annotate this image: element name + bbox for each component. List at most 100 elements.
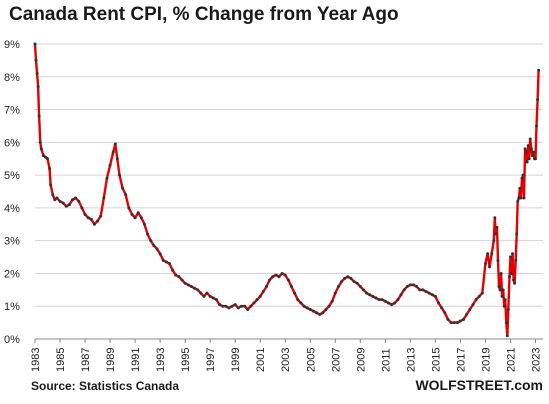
data-point bbox=[171, 268, 175, 272]
data-point bbox=[415, 285, 419, 289]
data-point bbox=[249, 304, 253, 308]
data-point bbox=[393, 301, 397, 305]
data-point bbox=[361, 288, 365, 292]
x-tick-label: 1993 bbox=[155, 348, 167, 372]
data-point bbox=[271, 275, 275, 279]
data-point bbox=[252, 301, 256, 305]
data-point bbox=[380, 298, 384, 302]
data-point bbox=[424, 289, 428, 293]
data-point bbox=[124, 193, 128, 197]
data-point bbox=[117, 173, 121, 177]
data-point bbox=[36, 85, 40, 89]
data-point bbox=[443, 311, 447, 315]
data-point bbox=[530, 153, 534, 157]
data-point bbox=[224, 304, 228, 308]
data-point bbox=[440, 306, 444, 310]
data-point bbox=[199, 291, 203, 295]
data-point bbox=[34, 58, 38, 62]
data-point bbox=[33, 42, 37, 46]
data-point bbox=[41, 153, 45, 157]
data-point bbox=[358, 285, 362, 289]
data-point bbox=[146, 232, 150, 236]
data-point bbox=[274, 273, 278, 277]
data-point bbox=[537, 68, 541, 72]
data-point bbox=[377, 298, 381, 302]
data-point bbox=[46, 157, 50, 161]
data-point bbox=[43, 155, 47, 159]
data-point bbox=[474, 298, 478, 302]
data-point bbox=[483, 262, 487, 266]
x-tick-label: 2013 bbox=[405, 348, 417, 372]
data-point bbox=[346, 275, 350, 279]
data-point bbox=[255, 298, 259, 302]
data-point bbox=[164, 260, 168, 264]
data-point bbox=[421, 288, 425, 292]
data-point bbox=[108, 163, 112, 167]
data-point bbox=[155, 247, 159, 251]
x-tick-label: 2011 bbox=[380, 348, 392, 372]
data-point bbox=[496, 258, 500, 262]
data-point bbox=[186, 283, 190, 287]
data-point bbox=[493, 216, 497, 220]
data-point bbox=[221, 304, 225, 308]
data-point bbox=[336, 285, 340, 289]
data-point bbox=[503, 298, 507, 302]
data-point bbox=[383, 299, 387, 303]
data-point bbox=[512, 278, 516, 282]
data-point bbox=[501, 288, 505, 292]
data-point bbox=[399, 293, 403, 297]
data-point bbox=[408, 283, 412, 287]
data-point bbox=[525, 160, 529, 164]
data-point bbox=[480, 291, 484, 295]
x-tick-label: 2007 bbox=[330, 348, 342, 372]
data-point bbox=[264, 285, 268, 289]
data-point bbox=[305, 306, 309, 310]
source-note: Source: Statistics Canada bbox=[31, 379, 180, 393]
data-point bbox=[465, 312, 469, 316]
data-point bbox=[61, 201, 65, 205]
data-point bbox=[246, 308, 250, 311]
data-point bbox=[205, 291, 209, 295]
data-point bbox=[529, 147, 533, 151]
data-point bbox=[455, 321, 459, 325]
data-point bbox=[516, 199, 520, 203]
data-point bbox=[509, 271, 513, 275]
data-point bbox=[71, 198, 75, 202]
data-point bbox=[37, 114, 41, 118]
data-point bbox=[243, 304, 247, 308]
data-point bbox=[38, 140, 42, 144]
data-point bbox=[462, 317, 466, 321]
data-point bbox=[513, 281, 517, 285]
data-point bbox=[519, 196, 523, 200]
data-point bbox=[318, 312, 322, 316]
data-point bbox=[433, 294, 437, 298]
data-point bbox=[49, 183, 53, 187]
data-point bbox=[48, 167, 52, 171]
data-point bbox=[102, 196, 106, 200]
x-tick-label: 1991 bbox=[130, 348, 142, 372]
data-point bbox=[51, 193, 55, 197]
data-point bbox=[196, 288, 200, 292]
data-point bbox=[92, 222, 96, 226]
series-layer bbox=[33, 42, 541, 338]
data-point bbox=[58, 199, 62, 203]
data-point bbox=[486, 252, 490, 256]
y-tick-label: 7% bbox=[4, 105, 20, 117]
data-point bbox=[142, 222, 146, 226]
y-tick-label: 5% bbox=[4, 170, 20, 182]
data-point bbox=[202, 294, 206, 298]
data-point bbox=[183, 281, 187, 285]
data-point bbox=[371, 294, 375, 298]
data-point bbox=[497, 285, 501, 289]
x-tick-label: 2019 bbox=[480, 348, 492, 372]
data-point bbox=[189, 285, 193, 289]
data-point bbox=[368, 293, 372, 297]
data-point bbox=[355, 281, 359, 285]
data-point bbox=[502, 304, 506, 308]
data-point bbox=[458, 319, 462, 323]
data-point bbox=[139, 216, 143, 220]
data-point bbox=[67, 203, 71, 207]
data-point bbox=[136, 211, 140, 215]
x-tick-label: 1997 bbox=[205, 348, 217, 372]
y-tick-label: 9% bbox=[4, 39, 20, 51]
